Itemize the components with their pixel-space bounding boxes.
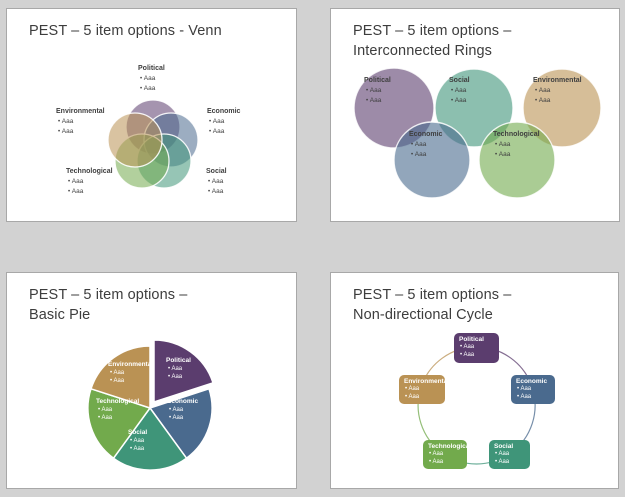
item-label: Environmental: [108, 361, 154, 368]
bullet-item: Aaa: [56, 127, 105, 137]
venn-label-environmental: Environmental Aaa Aaa: [56, 108, 105, 137]
bullet-item: Aaa: [207, 127, 240, 137]
slide-title: PEST – 5 item options - Venn: [29, 23, 222, 39]
bullet-item: Aaa: [66, 187, 113, 197]
bullet-item: Aaa: [459, 344, 495, 352]
bullet-item: Aaa: [96, 406, 139, 414]
bullet-item: Aaa: [364, 86, 391, 96]
bullet-item: Aaa: [516, 394, 551, 402]
item-label: Economic: [167, 398, 199, 405]
bullet-item: Aaa: [459, 352, 495, 360]
venn-label-social: Social Aaa Aaa: [206, 168, 227, 197]
item-label: Social: [128, 429, 148, 436]
bullet-item: Aaa: [493, 140, 540, 150]
item-label: Social: [206, 168, 227, 175]
cycle-ring: [417, 346, 536, 465]
slide-thumbnail-basic-pie[interactable]: PEST – 5 item options – Basic Pie Politi…: [6, 272, 297, 489]
cycle-box-technological: Technological Aaa Aaa: [423, 440, 467, 469]
slide-title: PEST – 5 item options – Basic Pie: [29, 285, 286, 325]
item-label: Political: [166, 357, 191, 364]
slide-title-line1: PEST – 5 item options –: [353, 23, 512, 39]
bullet-item: Aaa: [404, 386, 441, 394]
bullet-item: Aaa: [166, 373, 191, 381]
bullet-item: Aaa: [494, 459, 526, 467]
slide-title-line2: Basic Pie: [29, 307, 91, 323]
item-label: Technological: [493, 131, 540, 138]
bullet-item: Aaa: [493, 150, 540, 160]
pie-label-economic: Economic Aaa Aaa: [167, 398, 198, 422]
bullet-item: Aaa: [428, 459, 463, 467]
bullet-item: Aaa: [108, 377, 153, 385]
item-label: Political: [459, 336, 484, 343]
item-label: Technological: [96, 398, 140, 405]
slide-title: PEST – 5 item options – Non-directional …: [353, 285, 608, 325]
ring-label-political: Political Aaa Aaa: [364, 77, 391, 106]
bullet-item: Aaa: [404, 394, 441, 402]
item-label: Economic: [516, 378, 548, 385]
bullet-item: Aaa: [449, 96, 470, 106]
item-label: Political: [138, 65, 165, 72]
bullet-item: Aaa: [128, 445, 147, 453]
cycle-box-environmental: Environmental Aaa Aaa: [399, 375, 445, 404]
slide-thumbnail-interconnected-rings[interactable]: PEST – 5 item options – Interconnected R…: [330, 8, 620, 222]
slide-thumbnail-non-directional-cycle[interactable]: PEST – 5 item options – Non-directional …: [330, 272, 619, 489]
item-label: Technological: [66, 168, 113, 175]
bullet-item: Aaa: [108, 369, 153, 377]
bullet-item: Aaa: [409, 140, 442, 150]
item-label: Economic: [409, 131, 443, 138]
pie-label-political: Political Aaa Aaa: [166, 357, 191, 381]
venn-label-economic: Economic Aaa Aaa: [207, 108, 240, 137]
bullet-item: Aaa: [428, 451, 463, 459]
pie-label-technological: Technological Aaa Aaa: [96, 398, 139, 422]
slide-title-line2: Interconnected Rings: [353, 43, 493, 59]
venn-label-technological: Technological Aaa Aaa: [66, 168, 113, 197]
bullet-item: Aaa: [167, 406, 198, 414]
cycle-box-political: Political Aaa Aaa: [454, 333, 499, 363]
cycle-box-economic: Economic Aaa Aaa: [511, 375, 555, 404]
bullet-item: Aaa: [449, 86, 470, 96]
slide-title: PEST – 5 item options – Interconnected R…: [353, 21, 609, 61]
pie-label-social: Social Aaa Aaa: [128, 429, 147, 453]
bullet-item: Aaa: [206, 187, 227, 197]
bullet-item: Aaa: [66, 177, 113, 187]
bullet-item: Aaa: [128, 437, 147, 445]
ring-label-social: Social Aaa Aaa: [449, 77, 470, 106]
item-label: Political: [364, 77, 391, 84]
bullet-item: Aaa: [494, 451, 526, 459]
item-label: Environmental: [533, 77, 582, 84]
bullet-item: Aaa: [409, 150, 442, 160]
bullet-item: Aaa: [206, 177, 227, 187]
bullet-item: Aaa: [533, 96, 582, 106]
venn-label-political: Political Aaa Aaa: [138, 65, 165, 94]
item-label: Environmental: [56, 108, 105, 115]
bullet-item: Aaa: [167, 414, 198, 422]
item-label: Social: [449, 77, 470, 84]
slide-title-line2: Non-directional Cycle: [353, 307, 493, 323]
ring-label-environmental: Environmental Aaa Aaa: [533, 77, 582, 106]
venn-diagram: [107, 99, 199, 189]
item-label: Technological: [428, 443, 467, 450]
slide-title-line1: PEST – 5 item options –: [353, 287, 512, 303]
pie-label-environmental: Environmental Aaa Aaa: [108, 361, 153, 385]
bullet-item: Aaa: [96, 414, 139, 422]
bullet-item: Aaa: [166, 365, 191, 373]
bullet-item: Aaa: [138, 84, 165, 94]
venn-circle-environmental: [107, 112, 163, 168]
bullet-item: Aaa: [138, 74, 165, 84]
ring-label-economic: Economic Aaa Aaa: [409, 131, 442, 160]
bullet-item: Aaa: [533, 86, 582, 96]
item-label: Social: [494, 443, 514, 450]
slide-thumbnail-venn[interactable]: PEST – 5 item options - Venn Political A…: [6, 8, 297, 222]
bullet-item: Aaa: [364, 96, 391, 106]
rings-diagram: [353, 67, 602, 199]
pie-slice-social: [112, 406, 188, 471]
ring-label-technological: Technological Aaa Aaa: [493, 131, 540, 160]
bullet-item: Aaa: [207, 117, 240, 127]
slide-title-line1: PEST – 5 item options –: [29, 287, 188, 303]
item-label: Environmental: [404, 378, 445, 385]
cycle-box-social: Social Aaa Aaa: [489, 440, 530, 469]
item-label: Economic: [207, 108, 241, 115]
bullet-item: Aaa: [516, 386, 551, 394]
bullet-item: Aaa: [56, 117, 105, 127]
